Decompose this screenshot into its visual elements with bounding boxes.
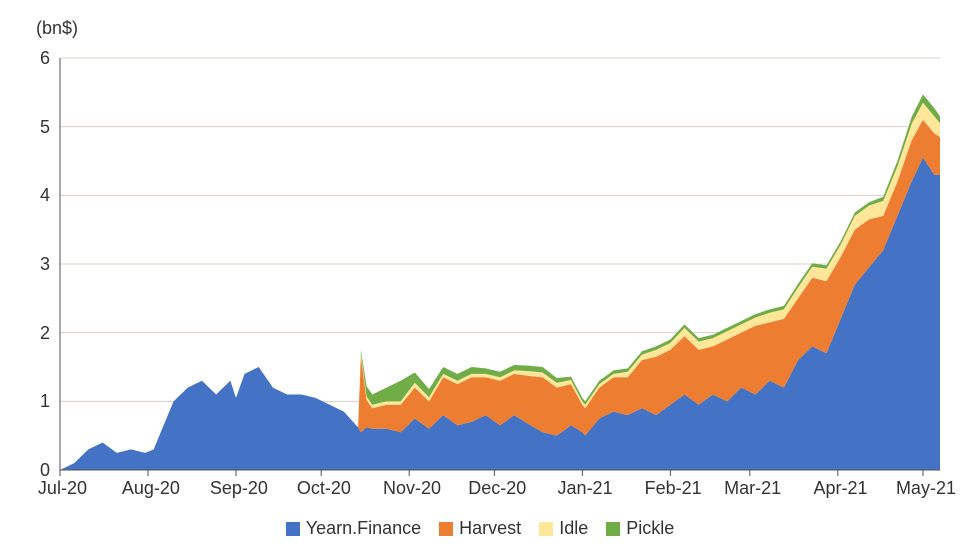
legend-item: Pickle [606,518,674,539]
x-tick-label: Aug-20 [122,478,180,499]
legend-item: Idle [539,518,588,539]
y-tick-label: 1 [40,391,50,412]
chart-container: (bn$) 0123456 Jul-20Aug-20Sep-20Oct-20No… [0,0,960,550]
y-axis-title: (bn$) [36,18,78,39]
y-tick-label: 2 [40,323,50,344]
legend: Yearn.Finance Harvest Idle Pickle [0,518,960,539]
y-tick-label: 4 [40,185,50,206]
x-tick-label: Apr-21 [813,478,867,499]
legend-label: Pickle [626,518,674,539]
legend-swatch [286,522,300,536]
x-tick-label: Nov-20 [383,478,441,499]
legend-swatch [539,522,553,536]
legend-swatch [439,522,453,536]
y-tick-label: 5 [40,117,50,138]
legend-item: Yearn.Finance [286,518,421,539]
x-tick-label: Oct-20 [297,478,351,499]
x-tick-label: Sep-20 [210,478,268,499]
legend-label: Yearn.Finance [306,518,421,539]
legend-label: Idle [559,518,588,539]
x-tick-label: Dec-20 [468,478,526,499]
legend-item: Harvest [439,518,521,539]
x-tick-label: May-21 [896,478,956,499]
legend-label: Harvest [459,518,521,539]
y-tick-label: 6 [40,48,50,69]
x-tick-label: Jan-21 [558,478,613,499]
y-tick-label: 3 [40,254,50,275]
x-tick-label: Jul-20 [38,478,87,499]
x-tick-label: Feb-21 [645,478,702,499]
chart-plot-area [0,0,960,550]
legend-swatch [606,522,620,536]
x-tick-label: Mar-21 [724,478,781,499]
